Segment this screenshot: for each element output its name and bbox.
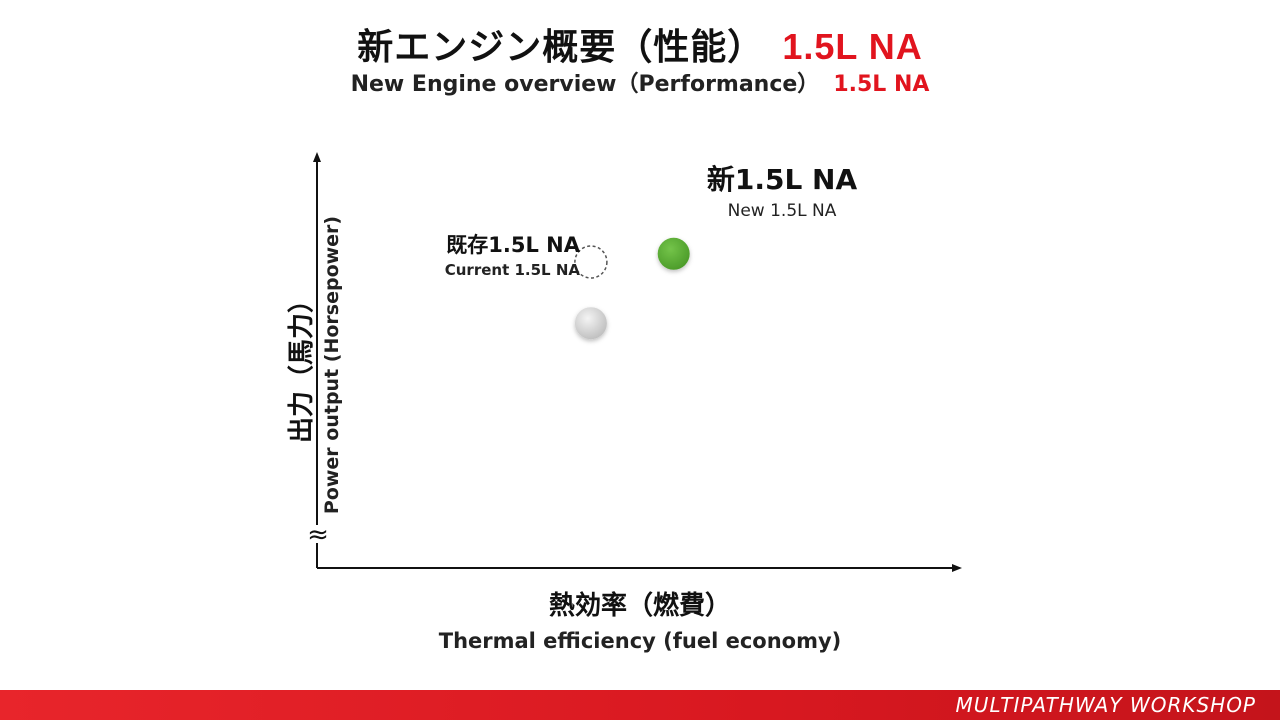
point-label-new: 新1.5L NA New 1.5L NA bbox=[662, 160, 902, 222]
y-axis-label-en: Power output (Horsepower) bbox=[321, 215, 343, 515]
point-label-current-jp: 既存1.5L NA bbox=[446, 233, 580, 257]
axis-break-gap bbox=[306, 525, 330, 543]
page-subtitle: New Engine overview（Performance） 1.5L NA bbox=[0, 66, 1280, 98]
title-jp-accent: 1.5L NA bbox=[782, 26, 923, 67]
point-label-current: 既存1.5L NA Current 1.5L NA bbox=[384, 230, 580, 280]
data-points bbox=[574, 237, 690, 340]
y-axis-label-jp: 出力（馬力） bbox=[287, 287, 317, 444]
data-point-current-outline bbox=[574, 245, 608, 279]
y-axis-label: 出力（馬力） Power output (Horsepower) bbox=[285, 195, 375, 535]
x-axis-label-jp: 熱効率（燃費） bbox=[548, 591, 731, 621]
footer-bar: MULTIPATHWAY WORKSHOP bbox=[0, 690, 1280, 720]
y-axis-arrow bbox=[313, 152, 321, 162]
point-label-current-en: Current 1.5L NA bbox=[444, 261, 580, 279]
axis-break-symbol: ≈ bbox=[307, 520, 329, 550]
title-jp-main: 新エンジン概要（性能） bbox=[357, 27, 765, 68]
title-en-main: New Engine overview（Performance） bbox=[350, 72, 820, 97]
data-point-current bbox=[574, 307, 607, 340]
footer-brand-logo: MULTIPATHWAY WORKSHOP bbox=[955, 693, 1256, 717]
data-point-new bbox=[657, 237, 690, 270]
x-axis-label-en: Thermal efficiency (fuel economy) bbox=[438, 629, 842, 653]
title-en-accent: 1.5L NA bbox=[833, 72, 930, 97]
x-axis-arrow bbox=[952, 564, 962, 572]
x-axis-label: 熱効率（燃費） Thermal efficiency (fuel economy… bbox=[0, 586, 1280, 656]
point-label-new-jp: 新1.5L NA bbox=[706, 163, 858, 196]
page-title: 新エンジン概要（性能） 1.5L NA bbox=[0, 18, 1280, 70]
point-label-new-en: New 1.5L NA bbox=[727, 201, 837, 221]
